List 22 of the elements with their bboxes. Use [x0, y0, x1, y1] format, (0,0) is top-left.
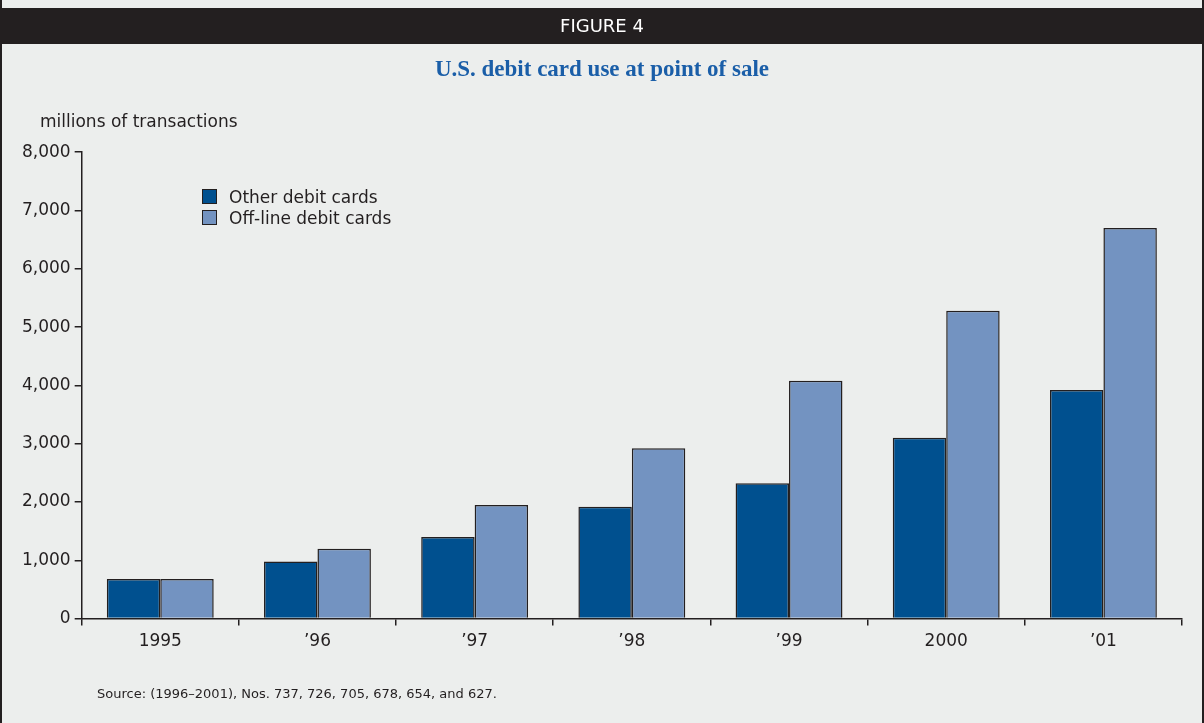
x-tick-label: ’99	[775, 630, 803, 651]
legend-label: Off-line debit cards	[228, 207, 392, 228]
y-tick-label: 0	[59, 607, 71, 628]
x-tick-label: ’97	[461, 630, 489, 651]
x-tick-label: ’96	[303, 630, 331, 651]
legend-label: Other debit cards	[228, 186, 379, 207]
caption: FIGURE 4	[2, 8, 1202, 44]
y-tick-label: 7,000	[22, 198, 71, 219]
y-axis-title: millions of transactions	[40, 111, 238, 131]
y-tick-label: 8,000	[22, 140, 71, 161]
x-tick-label: ’98	[618, 630, 646, 651]
y-tick-label: 3,000	[22, 432, 71, 453]
y-tick-label: 5,000	[22, 315, 71, 336]
y-tick-label: 6,000	[22, 257, 71, 278]
y-tick-label: 4,000	[22, 373, 71, 394]
x-tick-label: 1995	[138, 630, 182, 651]
y-tick-label: 1,000	[22, 548, 71, 569]
source-note: Source: (1996–2001), Nos. 737, 726, 705, 678, 654, and 627.	[97, 686, 497, 701]
x-tick-label: ’01	[1089, 630, 1117, 651]
x-tick-label: 2000	[924, 630, 968, 651]
chart-title: U.S. debit card use at point of sale	[433, 56, 771, 82]
y-tick-label: 2,000	[22, 490, 71, 511]
